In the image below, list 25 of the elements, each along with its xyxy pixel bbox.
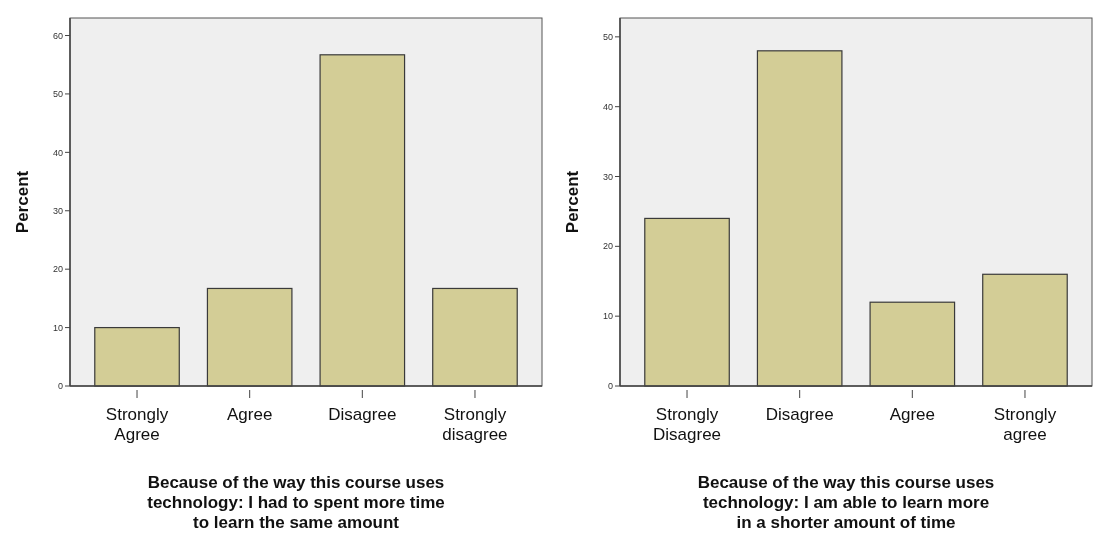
y-axis-title: Percent [13, 170, 32, 234]
x-tick-label: Agree [226, 405, 273, 424]
x-tick-label: Strongly agree [993, 405, 1057, 444]
y-tick-label: 20 [602, 241, 613, 252]
x-axis-title: Because of the way this course uses technology: I had to spent more time to learn the same amount [147, 473, 445, 532]
y-tick-label: 50 [52, 89, 63, 100]
x-tick-label: Strongly disagree [442, 405, 508, 444]
x-tick-label: Strongly Agree [105, 405, 169, 444]
y-tick-label: 60 [52, 30, 63, 41]
y-tick-label: 0 [607, 381, 613, 392]
y-tick-label: 10 [602, 311, 613, 322]
y-tick-label: 30 [602, 171, 613, 182]
x-tick-label: Strongly Disagree [653, 405, 722, 444]
y-tick-label: 10 [52, 322, 63, 333]
y-tick-label: 40 [602, 101, 613, 112]
y-tick-label: 40 [52, 147, 63, 158]
y-tick-label: 50 [602, 32, 613, 42]
x-axis-title: Because of the way this course uses technology: I am able to learn more in a shorter amount of time [697, 473, 995, 532]
y-tick-label: 30 [52, 205, 63, 216]
y-tick-label: 0 [57, 381, 63, 392]
y-tick-label: 20 [52, 264, 63, 275]
y-axis-title: Percent [563, 170, 582, 234]
x-tick-label: Disagree [765, 405, 834, 424]
x-tick-label: Disagree [328, 405, 397, 424]
x-tick-label: Agree [889, 405, 936, 424]
